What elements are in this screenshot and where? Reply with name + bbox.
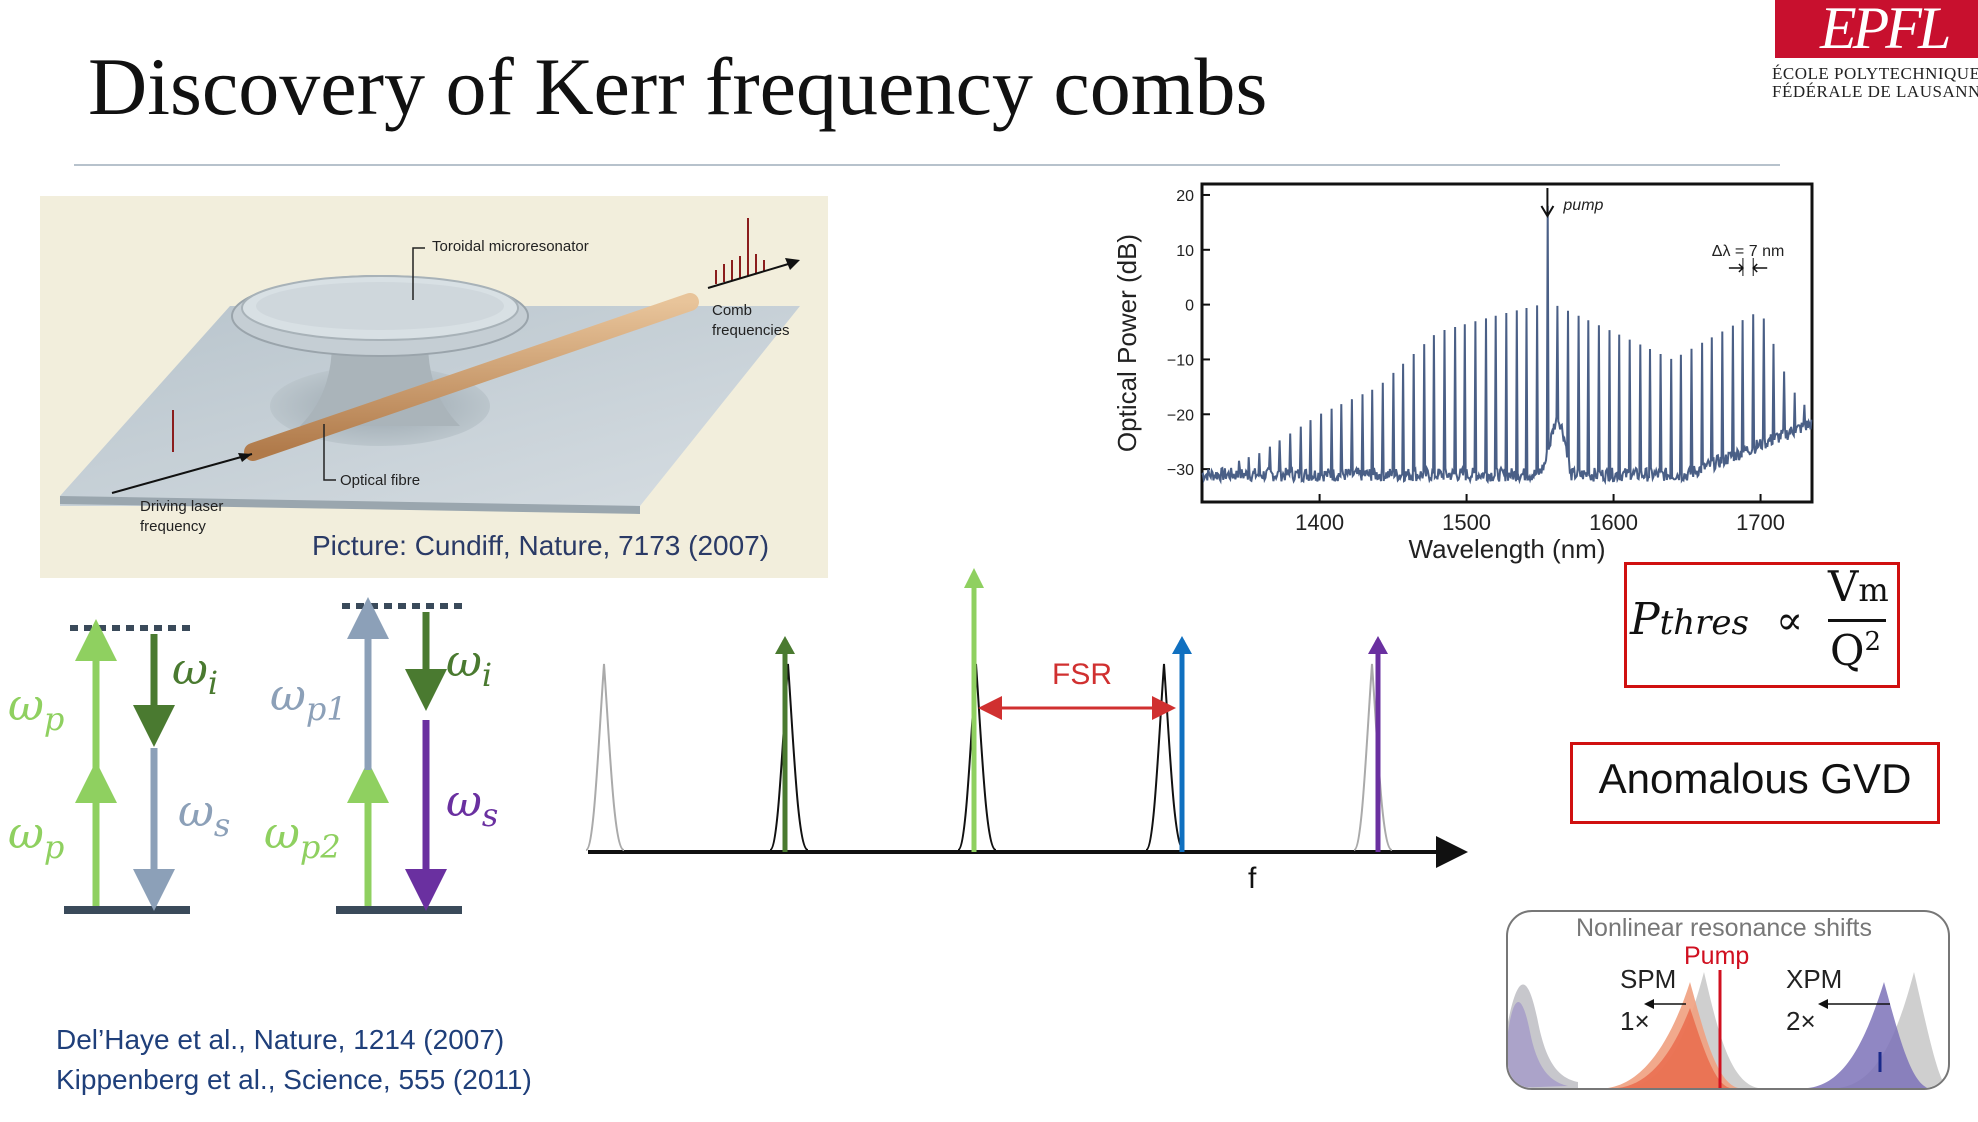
label-laser-2: frequency xyxy=(140,518,206,535)
omega: ω xyxy=(264,808,300,859)
sub-p: p xyxy=(43,699,65,738)
inset-spm-mult: 1× xyxy=(1620,1006,1650,1036)
threshold-formula-box xyxy=(1624,562,1900,688)
pthres-v-sub: m xyxy=(1858,571,1889,609)
label-ws-left: ωs xyxy=(178,786,230,844)
logo-line-1: ÉCOLE POLYTECHNIQUE xyxy=(1772,64,1978,83)
inset-title: Nonlinear resonance shifts xyxy=(1576,914,1872,942)
sub-i: i xyxy=(481,655,493,694)
pthres-lhs: Pthres xyxy=(1630,594,1749,645)
resonance-4 xyxy=(1145,663,1185,851)
label-wp1: ωp1 xyxy=(270,670,347,728)
label-wi-left: ωi xyxy=(172,644,218,702)
comb-spectrum-chart: 1400 1500 1600 1700 20 10 0 −10 −20 −30 Wavelength… xyxy=(1112,182,1814,564)
label-wi-right: ωi xyxy=(446,636,492,694)
resonance-2 xyxy=(769,663,809,851)
pthres-numerator: Vm xyxy=(1828,562,1889,611)
inset-xpm-label: XPM xyxy=(1786,964,1843,994)
x-axis-label: Wavelength (nm) xyxy=(1409,534,1606,564)
omega: ω xyxy=(446,636,482,687)
label-wp-top: ωp xyxy=(8,680,64,738)
toroid-figure: Toroidal microresonator Comb frequencies… xyxy=(40,196,828,578)
y-tick-label: 0 xyxy=(1185,298,1194,315)
pthres-v: V xyxy=(1828,562,1859,611)
x-tick-label: 1500 xyxy=(1442,510,1491,535)
label-comb-2: frequencies xyxy=(712,322,790,339)
sub-s: s xyxy=(213,805,231,844)
pthres-sub: thres xyxy=(1659,603,1749,643)
label-fibre: Optical fibre xyxy=(340,472,421,489)
spectrum-trace xyxy=(1201,205,1813,486)
label-laser-1: Driving laser xyxy=(140,498,224,515)
resonance-1 xyxy=(585,663,625,851)
header-divider xyxy=(74,164,1780,166)
fraction-bar xyxy=(1828,619,1886,622)
inset-pump-label: Pump xyxy=(1684,942,1750,970)
x-tick-label: 1600 xyxy=(1589,510,1638,535)
y-tick-label: −10 xyxy=(1167,352,1194,369)
photo-credit: Picture: Cundiff, Nature, 7173 (2007) xyxy=(312,530,770,561)
label-ws-right: ωs xyxy=(446,776,498,834)
epfl-logo-mark: EPFL xyxy=(1820,0,1951,61)
spacing-arrow-left xyxy=(1728,263,1744,273)
y-tick-label: −30 xyxy=(1167,462,1194,479)
omega: ω xyxy=(270,670,306,721)
epfl-logo xyxy=(1775,0,1978,58)
x-tick-label: 1400 xyxy=(1295,510,1344,535)
proportional-symbol: ∝ xyxy=(1776,598,1804,644)
inset-curves xyxy=(1508,970,1948,1088)
sub-s: s xyxy=(481,795,499,834)
pthres-q-sup: 2 xyxy=(1864,627,1881,657)
pump-annotation: pump xyxy=(1562,197,1603,214)
inset-xpm-mult: 2× xyxy=(1786,1006,1816,1036)
resonance-5 xyxy=(1353,663,1393,851)
gvd-box xyxy=(1570,742,1940,824)
frequency-axis-label: f xyxy=(1248,862,1257,895)
omega: ω xyxy=(446,776,482,827)
sub-p: p xyxy=(43,827,65,866)
plot-frame xyxy=(1200,182,1814,504)
spacing-arrow-right xyxy=(1752,263,1768,273)
inset-spm-label: SPM xyxy=(1620,964,1677,994)
logo-line-2: FÉDÉRALE DE LAUSANNE xyxy=(1772,82,1978,101)
reference-2: Kippenberg et al., Science, 555 (2011) xyxy=(56,1064,532,1095)
omega: ω xyxy=(8,808,44,859)
omega: ω xyxy=(172,644,208,695)
gvd-label: Anomalous GVD xyxy=(1598,755,1912,802)
toroid-illustration xyxy=(60,218,800,514)
spacing-annotation: Δλ = 7 nm xyxy=(1712,243,1785,260)
sub-p2: p2 xyxy=(299,827,341,866)
page-title: Discovery of Kerr frequency combs xyxy=(88,41,1268,132)
label-wp-bottom: ωp xyxy=(8,808,64,866)
omega: ω xyxy=(178,786,214,837)
comb-resonance-diagram xyxy=(585,568,1468,868)
omega: ω xyxy=(8,680,44,731)
pthres-p: P xyxy=(1630,594,1660,645)
nonlinear-shifts-inset: Nonlinear resonance shifts Pump SPM 1× X… xyxy=(1506,910,1950,1090)
label-comb-1: Comb xyxy=(712,302,753,319)
resonance-3 xyxy=(957,663,997,851)
y-tick-label: 10 xyxy=(1176,243,1194,260)
reference-1: Del’Haye et al., Nature, 1214 (2007) xyxy=(56,1024,505,1055)
label-resonator: Toroidal microresonator xyxy=(432,238,589,255)
pthres-denominator: Q2 xyxy=(1830,626,1881,675)
y-tick-label: −20 xyxy=(1167,407,1194,424)
sub-p1: p1 xyxy=(305,689,347,728)
sub-i: i xyxy=(207,663,219,702)
pthres-q: Q xyxy=(1830,626,1865,675)
energy-level-diagrams xyxy=(64,597,462,914)
pump-arrow-head xyxy=(1540,205,1555,218)
y-tick-label: 20 xyxy=(1176,188,1194,205)
y-axis-label: Optical Power (dB) xyxy=(1112,234,1142,452)
label-wp2: ωp2 xyxy=(264,808,341,866)
fsr-label: FSR xyxy=(1052,658,1112,691)
x-tick-label: 1700 xyxy=(1736,510,1785,535)
